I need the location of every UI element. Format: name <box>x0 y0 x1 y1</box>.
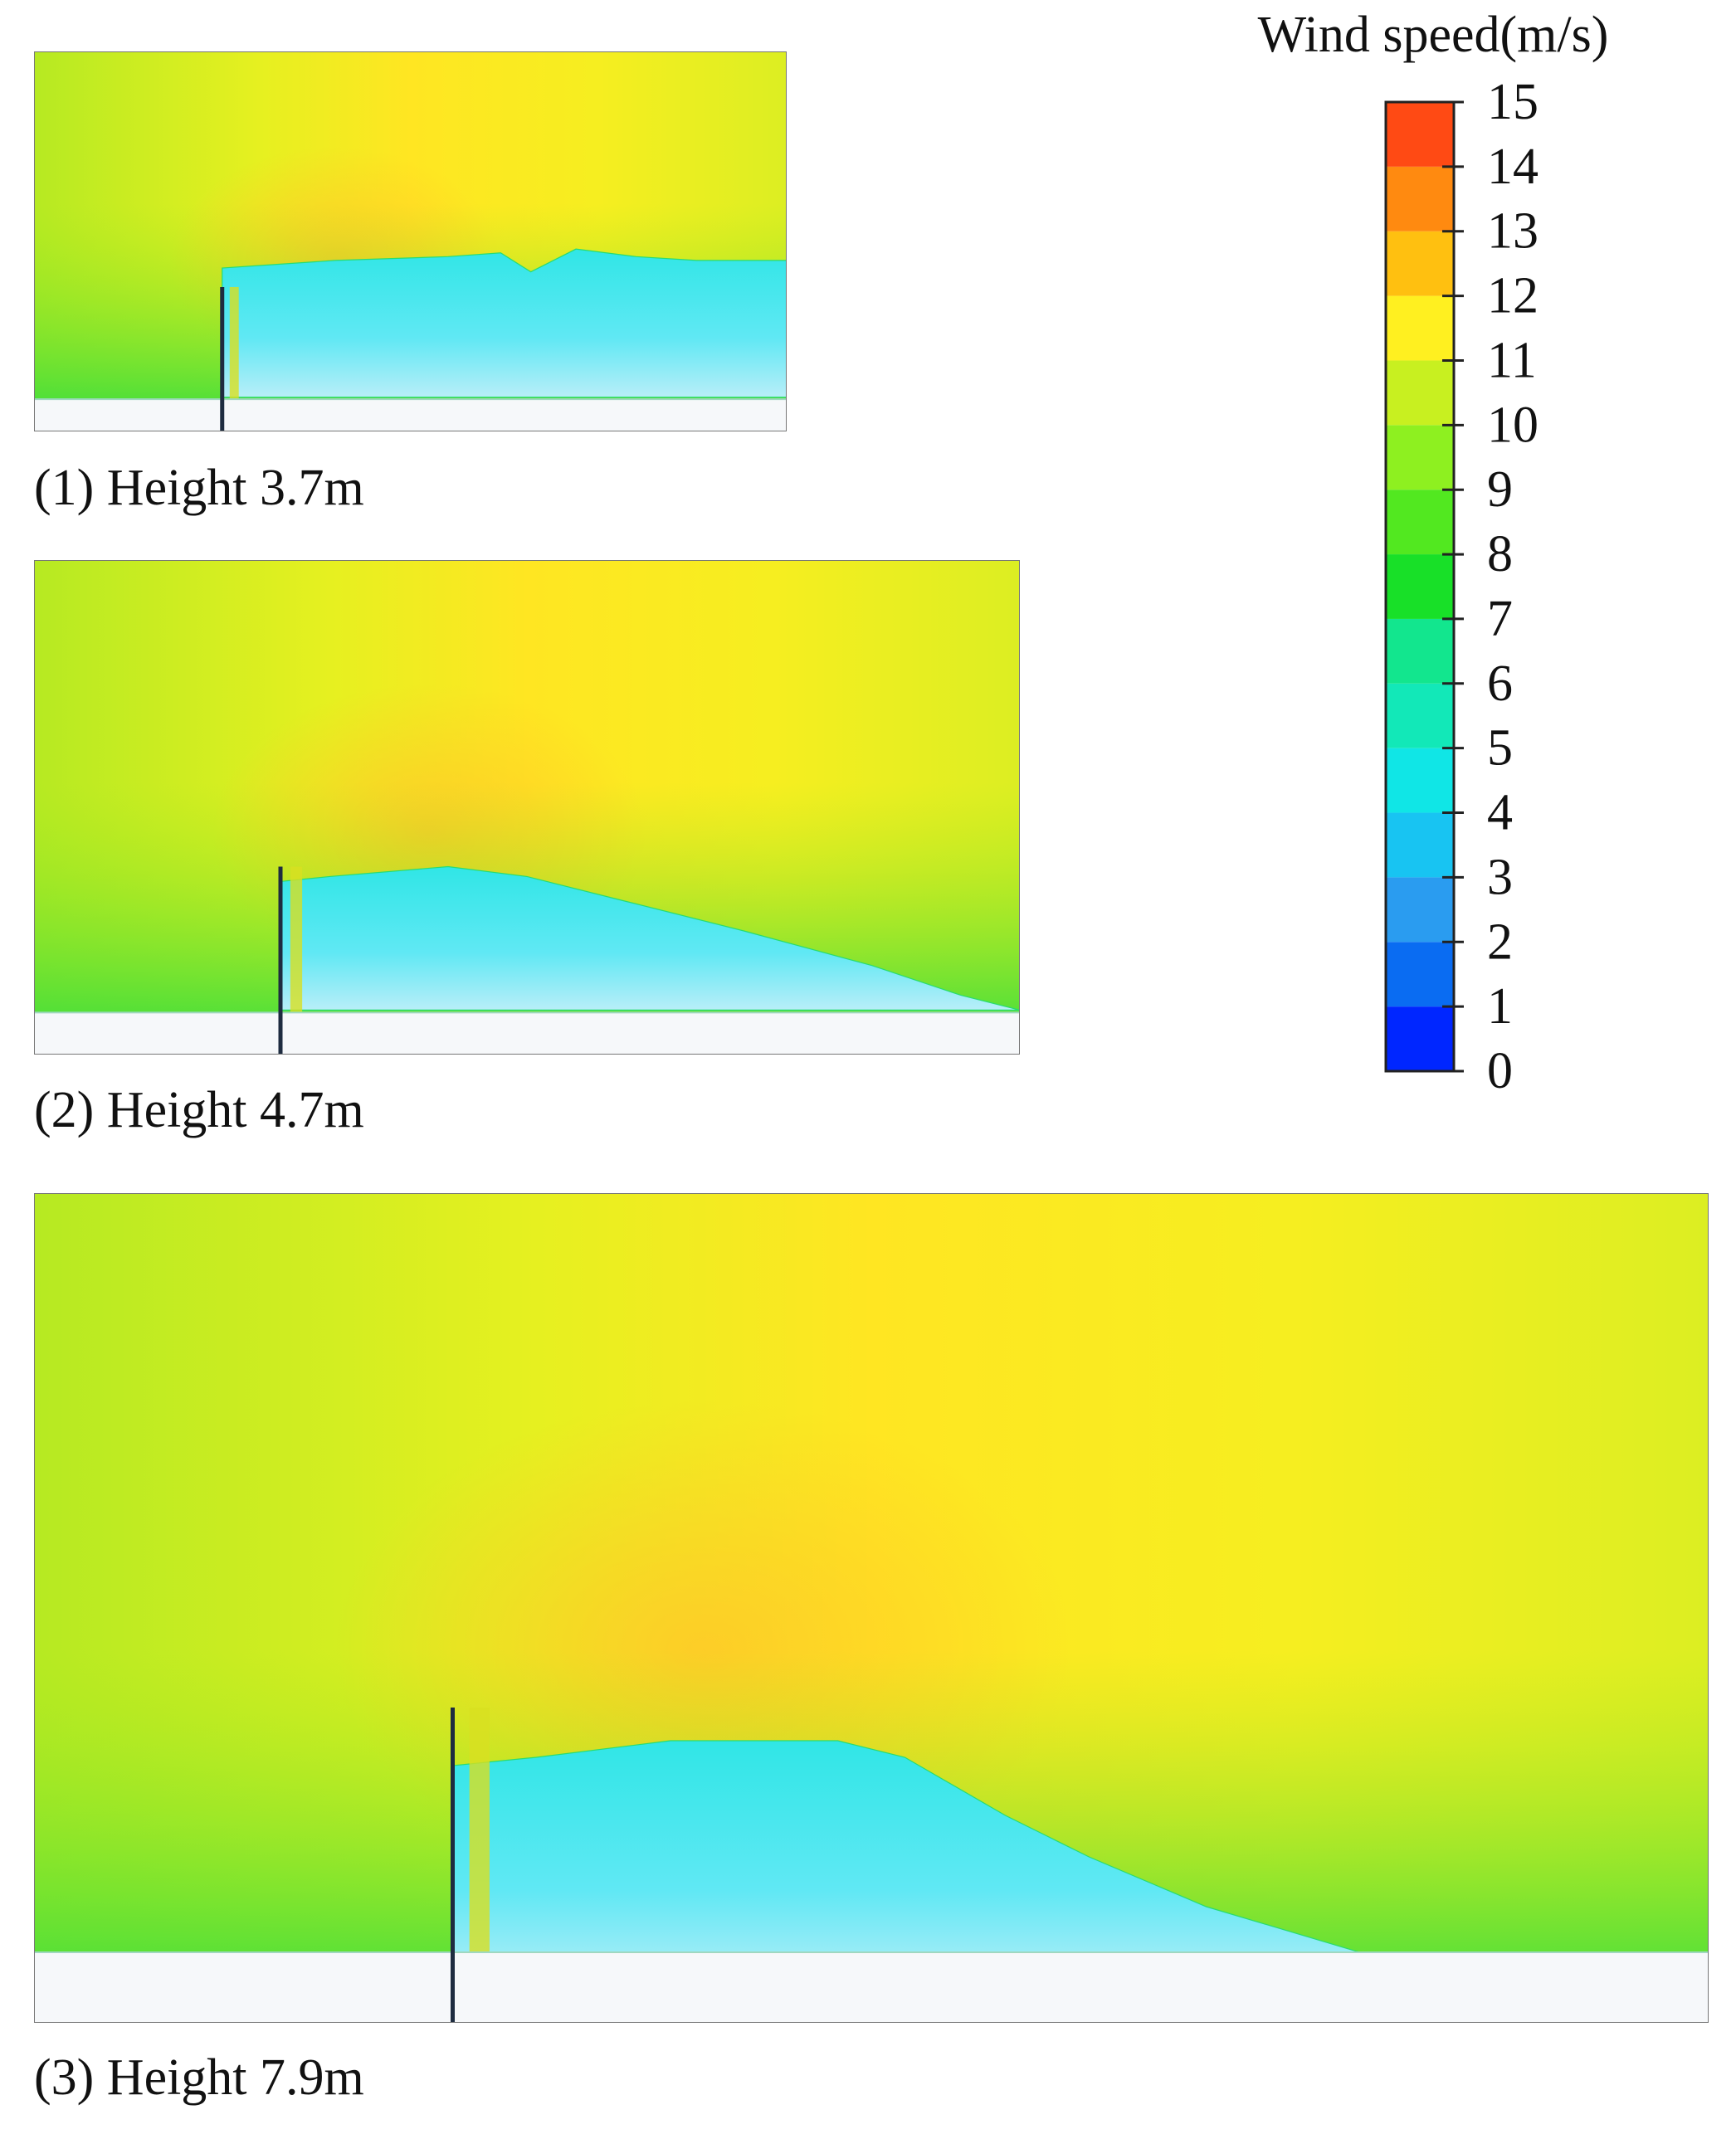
colorbar-band <box>1386 748 1454 813</box>
contour-panel <box>34 560 1020 1055</box>
colorbar-band <box>1386 683 1454 748</box>
contour-panel <box>34 1193 1709 2023</box>
panel-caption: (3) Height 7.9m <box>34 2049 364 2106</box>
colorbar-frame <box>1384 100 1456 1073</box>
colorbar-tick-label: 2 <box>1487 914 1513 970</box>
colorbar-band <box>1386 102 1454 167</box>
colorbar-band <box>1386 618 1454 684</box>
colorbar-band <box>1386 812 1454 878</box>
colorbar-tick-label: 3 <box>1487 849 1513 905</box>
colorbar-band <box>1386 490 1454 555</box>
colorbar-tick-label: 12 <box>1487 268 1539 324</box>
colorbar-band <box>1386 295 1454 361</box>
colorbar-tick-label: 5 <box>1487 720 1513 777</box>
colorbar-band <box>1386 877 1454 943</box>
colorbar-tick-label: 4 <box>1487 785 1513 841</box>
colorbar-tick-label: 9 <box>1487 461 1513 518</box>
colorbar-tick-label: 13 <box>1487 203 1539 260</box>
colorbar-tick-label: 8 <box>1487 526 1513 582</box>
colorbar-band <box>1386 231 1454 296</box>
colorbar-band <box>1386 554 1454 619</box>
colorbar-band <box>1386 166 1454 231</box>
colorbar-tick-label: 1 <box>1487 978 1513 1035</box>
colorbar-tick-label: 7 <box>1487 591 1513 647</box>
colorbar-band <box>1386 1006 1454 1071</box>
colorbar-tick-label: 0 <box>1487 1043 1513 1099</box>
contour-panel <box>34 51 787 431</box>
colorbar-tick-label: 10 <box>1487 397 1539 453</box>
colorbar-tick-label: 15 <box>1487 74 1539 130</box>
colorbar-band <box>1386 360 1454 426</box>
colorbar-title: Wind speed(m/s) <box>1258 7 1609 63</box>
colorbar-tick-label: 11 <box>1487 332 1537 388</box>
colorbar-band <box>1386 942 1454 1007</box>
colorbar-tick-label: 6 <box>1487 655 1513 712</box>
colorbar-band <box>1386 425 1454 490</box>
colorbar-tick-label: 14 <box>1487 139 1539 195</box>
panel-caption: (1) Height 3.7m <box>34 460 364 516</box>
panel-caption: (2) Height 4.7m <box>34 1082 364 1138</box>
